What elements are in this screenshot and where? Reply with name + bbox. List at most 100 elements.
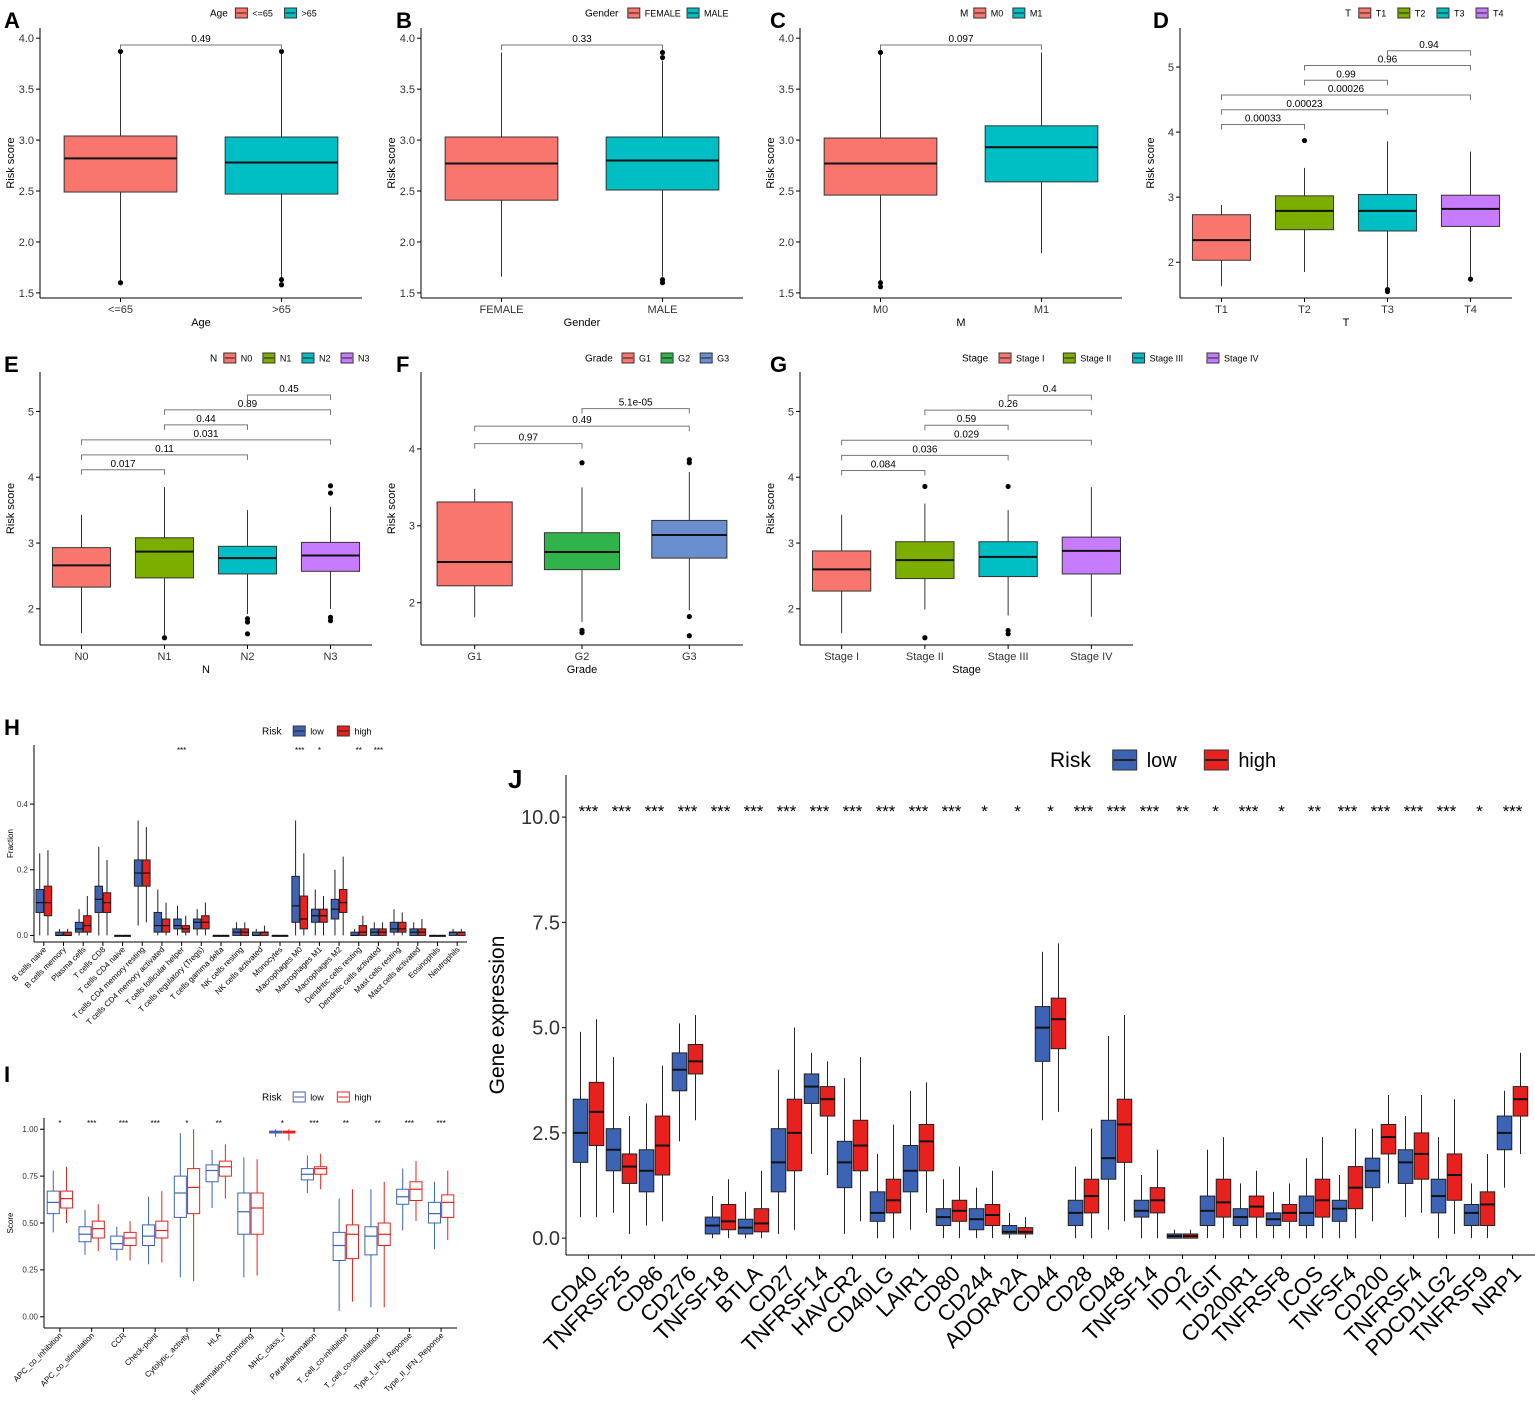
x-axis-title: T	[1343, 317, 1350, 329]
significance-label: ***	[436, 1119, 445, 1128]
p-value-label: 0.00033	[1245, 114, 1282, 125]
comparison-bracket	[841, 439, 1092, 446]
legend-title: Gender	[585, 9, 619, 20]
outlier-point	[278, 277, 285, 283]
outlier-point	[327, 618, 334, 624]
comparison-bracket	[1387, 50, 1471, 56]
panel-i: 0.00 0.25 0.50 0.75 1.00 Score I Risk low high APC…	[4, 1062, 457, 1397]
y-tick-label: 0.0	[532, 1228, 560, 1250]
x-tick-label: Stage I	[824, 651, 859, 663]
y-tick-label: 5	[788, 406, 794, 418]
p-value-label: 0.017	[110, 459, 135, 470]
x-tick-label: FEMALE	[479, 304, 523, 316]
outlier-point	[117, 48, 124, 55]
legend-item-label: N2	[319, 354, 331, 364]
significance-label: ***	[711, 802, 731, 821]
y-axis-title: Risk score	[386, 137, 398, 188]
comparison-bracket	[1304, 65, 1471, 71]
p-value-label: 0.99	[1336, 69, 1356, 80]
outlier-point	[877, 49, 884, 56]
box-iqr	[155, 1220, 169, 1239]
significance-label: *	[58, 1119, 61, 1128]
legend-item-label: low	[310, 727, 324, 737]
outlier-point	[922, 635, 928, 641]
comparison-bracket	[474, 443, 583, 449]
box-iqr	[74, 921, 84, 933]
legend-item-label: T3	[1454, 9, 1465, 19]
outlier-point	[922, 483, 928, 490]
outlier-point	[579, 460, 585, 466]
significance-label: ***	[1338, 802, 1358, 821]
y-tick-label: 3.0	[19, 135, 34, 147]
legend-item-label: MALE	[704, 9, 729, 19]
y-axis-title: Fraction	[6, 829, 15, 858]
comparison-bracket	[164, 424, 248, 430]
outlier-point	[161, 635, 168, 641]
significance-label: ***	[678, 802, 698, 821]
y-tick-label: 4	[788, 472, 794, 484]
significance-label: ***	[405, 1119, 414, 1128]
legend-item-label: G3	[717, 354, 729, 364]
box-iqr	[1314, 1178, 1331, 1218]
significance-label: **	[356, 746, 362, 755]
comparison-bracket	[1221, 94, 1471, 101]
comparison-bracket	[120, 44, 282, 50]
box-iqr	[444, 136, 559, 201]
box-iqr	[1191, 214, 1252, 261]
box-iqr	[671, 1052, 688, 1092]
legend-title: M	[960, 9, 968, 20]
y-tick-label: 2	[409, 598, 415, 610]
significance-label: **	[343, 1119, 349, 1128]
p-value-label: 0.49	[191, 34, 211, 45]
x-axis-title: M	[956, 317, 965, 329]
box-iqr	[83, 915, 92, 933]
p-value-label: 0.26	[998, 399, 1018, 410]
y-tick-label: 5	[28, 406, 34, 418]
x-tick-label: T2	[1298, 304, 1311, 316]
box-iqr	[737, 1218, 754, 1235]
x-tick-label: Stage IV	[1070, 651, 1113, 663]
box-iqr	[364, 1226, 378, 1256]
box-iqr	[250, 1192, 264, 1235]
significance-label: ***	[843, 802, 863, 821]
x-axis-title: Stage	[952, 664, 981, 676]
outlier-point	[244, 631, 251, 637]
x-tick-label: Type_I_IFN_Reponse	[352, 1331, 414, 1393]
outlier-point	[686, 633, 692, 639]
significance-label: ***	[374, 746, 383, 755]
y-tick-label: 5.0	[532, 1018, 560, 1040]
p-value-label: 5.1e-05	[619, 398, 653, 409]
box-iqr	[984, 125, 1099, 183]
box-iqr	[134, 537, 195, 579]
comparison-bracket	[474, 425, 690, 432]
x-tick-label: G3	[682, 651, 697, 663]
comparison-bracket	[1304, 79, 1388, 86]
box-iqr	[237, 1192, 251, 1235]
legend-item-label: N3	[358, 354, 370, 364]
significance-label: ***	[810, 802, 830, 821]
p-value-label: 0.59	[957, 414, 977, 425]
outlier-point	[278, 48, 285, 55]
y-tick-label: 0.25	[22, 1266, 38, 1275]
box-iqr	[427, 1201, 442, 1224]
box-iqr	[1440, 194, 1501, 227]
box-iqr	[142, 1224, 156, 1246]
y-tick-label: 2	[28, 604, 34, 616]
box-iqr	[110, 1235, 124, 1250]
legend-item-label: M1	[1030, 9, 1043, 19]
box-iqr	[436, 501, 513, 587]
y-tick-label: 0.4	[17, 800, 29, 809]
box-iqr	[291, 875, 300, 923]
p-value-label: 0.097	[948, 34, 973, 45]
box-iqr	[63, 135, 178, 193]
box-iqr	[823, 137, 938, 196]
y-tick-label: 2.5	[779, 186, 794, 198]
y-axis-title: Gene expression	[486, 936, 509, 1095]
legend-item-label: Stage II	[1080, 354, 1111, 364]
box-iqr	[836, 1140, 853, 1189]
y-tick-label: 3.5	[779, 84, 794, 96]
significance-label: ***	[1503, 802, 1523, 821]
x-tick-label: HLA	[206, 1331, 224, 1349]
x-tick-label: MALE	[648, 304, 678, 316]
box-iqr	[1512, 1086, 1529, 1117]
